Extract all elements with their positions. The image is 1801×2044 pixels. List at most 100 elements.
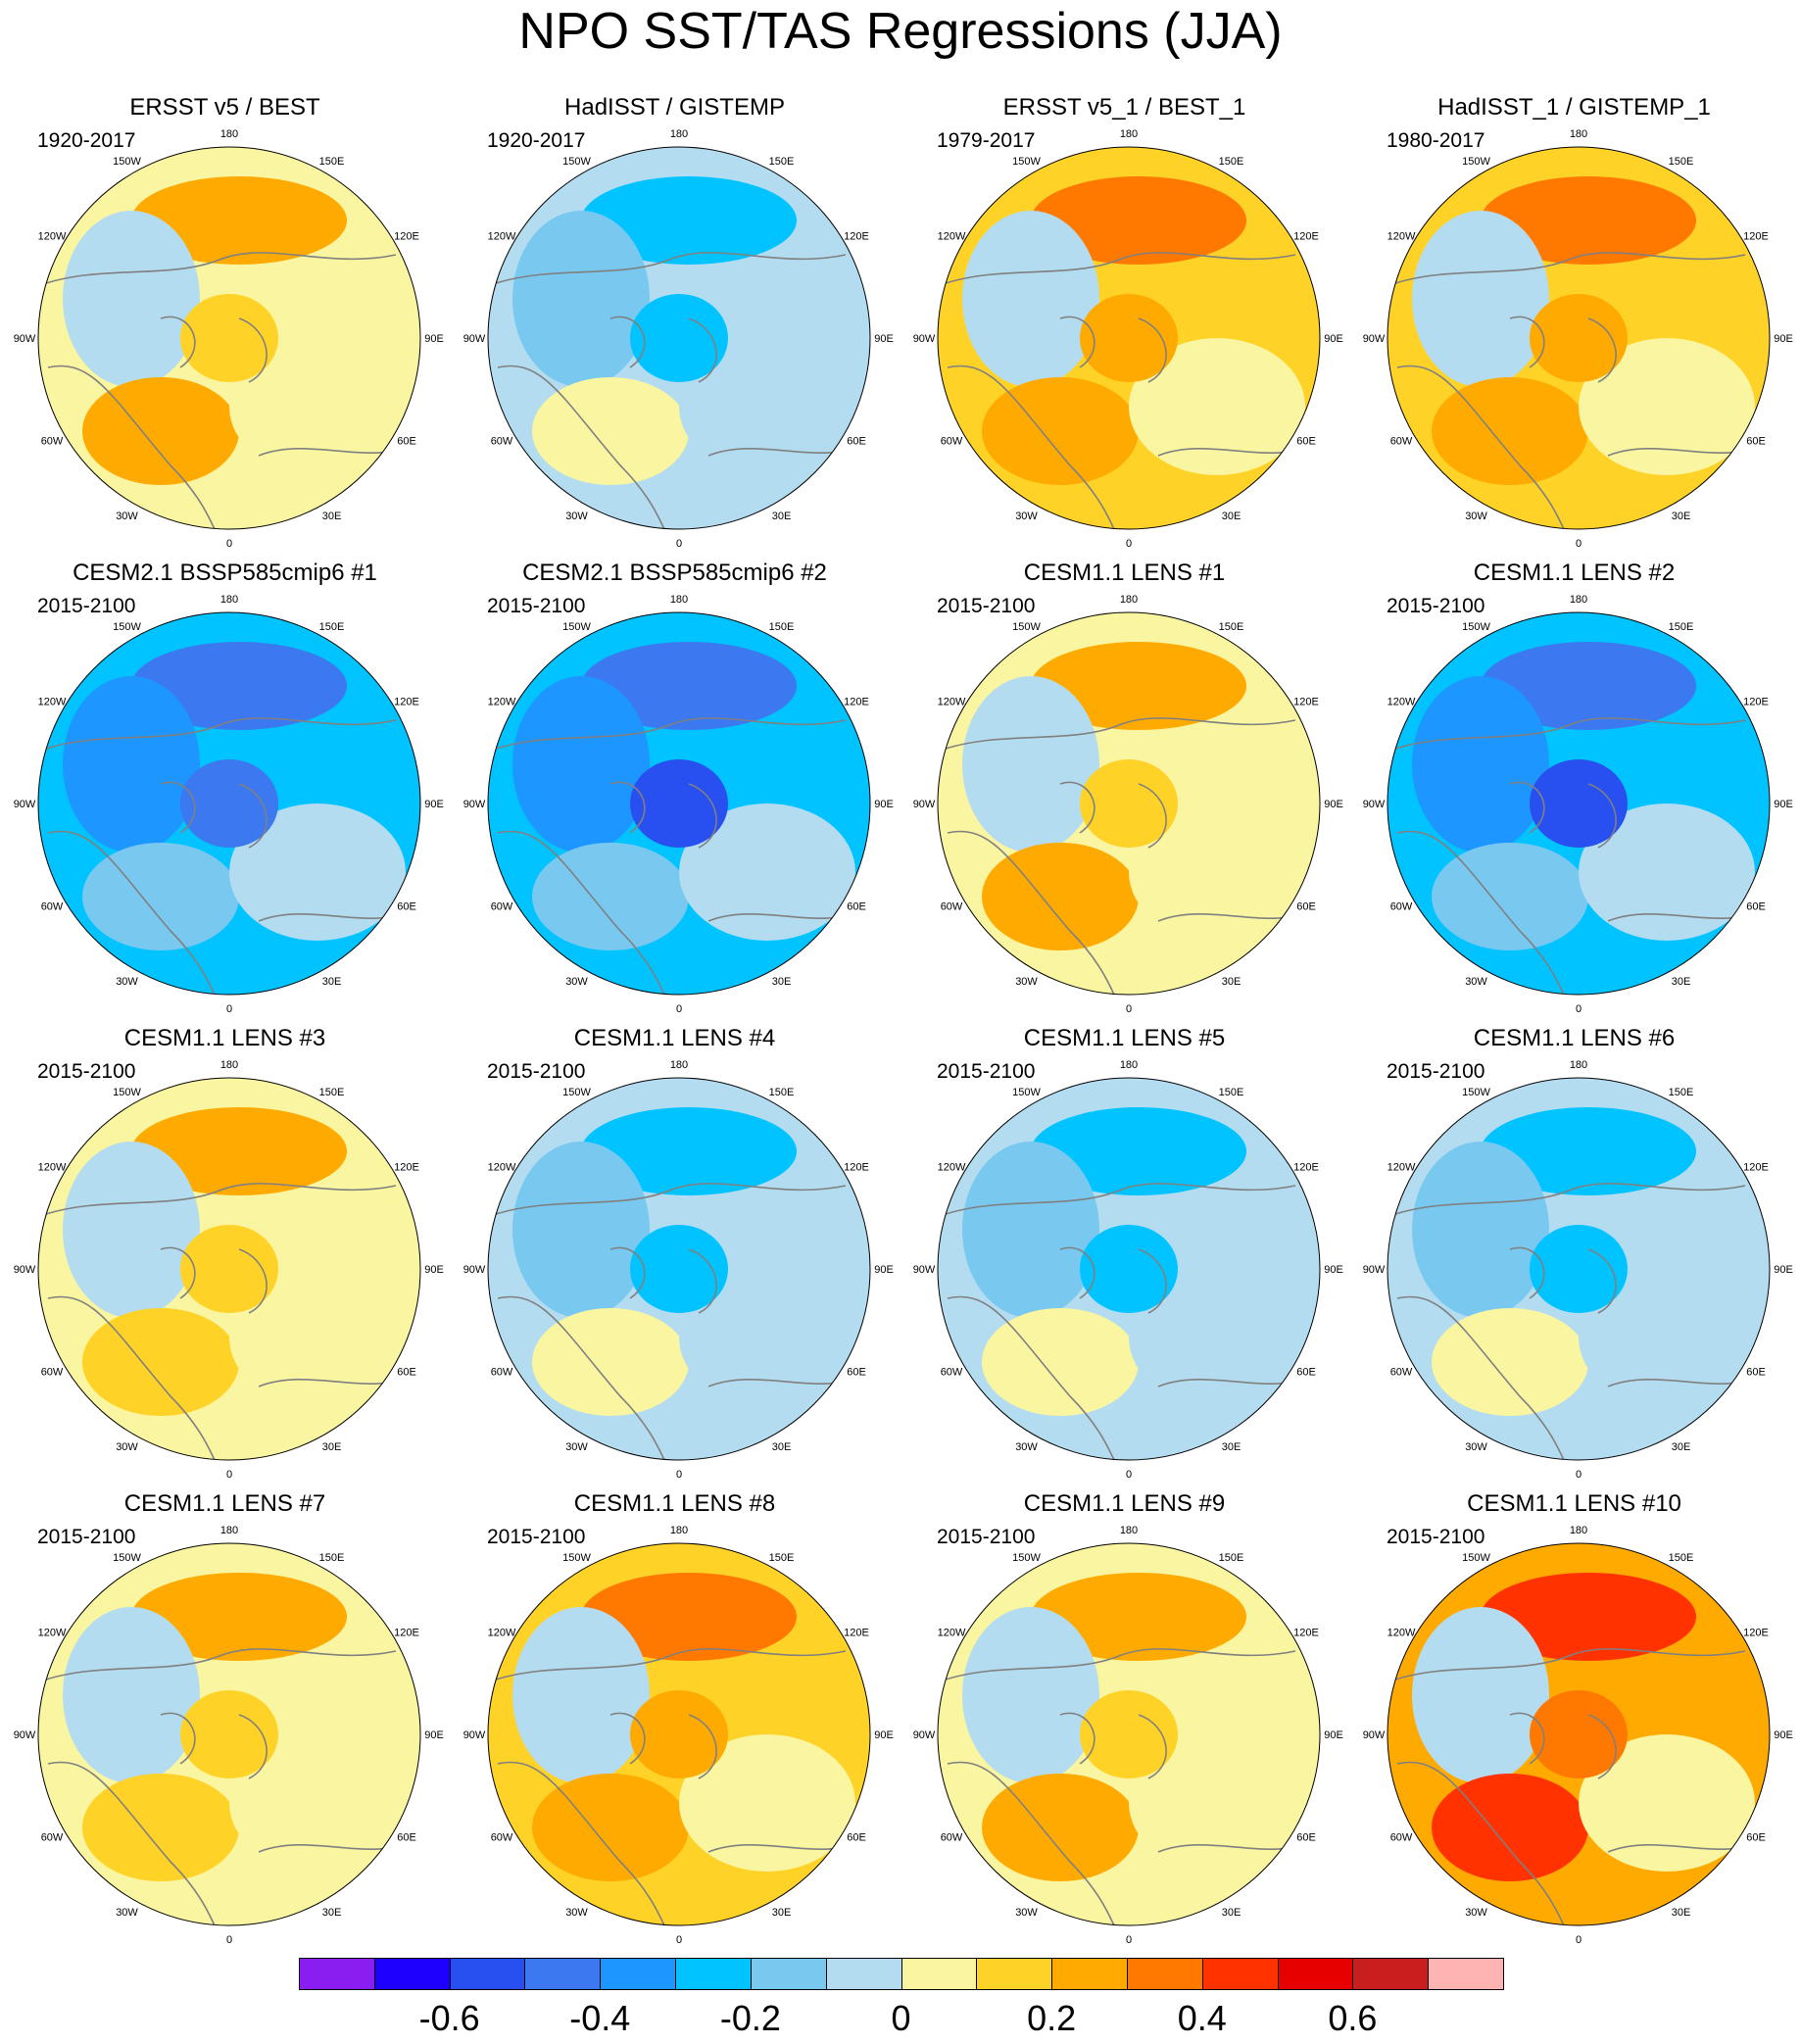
- colorbar-swatch: [1126, 1958, 1203, 1990]
- longitude-label: 150W: [113, 156, 141, 168]
- anomaly-region: [229, 1734, 406, 1872]
- longitude-label: 150E: [1219, 1552, 1244, 1564]
- longitude-label: 150W: [1012, 621, 1041, 633]
- longitude-label: 90E: [874, 799, 894, 810]
- anomaly-region: [180, 1225, 278, 1313]
- longitude-label: 60E: [397, 1367, 416, 1379]
- longitude-label: 120W: [938, 1162, 966, 1174]
- coastline: [42, 1183, 412, 1460]
- longitude-label: 150W: [1462, 1087, 1490, 1098]
- colorbar-swatch: [1201, 1958, 1279, 1990]
- period-label: 2015-2100: [487, 1526, 586, 1548]
- colorbar-swatch: [1352, 1958, 1430, 1990]
- longitude-label: 60E: [847, 1367, 866, 1379]
- coastline: [1391, 1648, 1761, 1925]
- panel-title: CESM1.1 LENS #6: [1473, 1025, 1676, 1051]
- anomaly-region: [131, 1573, 347, 1661]
- colorbar-tick-label: 0.4: [1177, 1998, 1227, 2038]
- longitude-label: 120E: [1743, 1162, 1769, 1174]
- anomaly-region: [229, 803, 406, 941]
- panel-title: CESM1.1 LENS #7: [123, 1490, 326, 1517]
- anomaly-region: [1412, 676, 1549, 852]
- colorbar-tick-label: -0.6: [418, 1998, 480, 2038]
- anomaly-region: [1481, 642, 1696, 730]
- longitude-label: 0: [1576, 1003, 1582, 1015]
- anomaly-region: [63, 676, 200, 852]
- colorbar-tick-label: 0.6: [1328, 1998, 1378, 2038]
- longitude-label: 90W: [14, 333, 36, 345]
- anomaly-region: [1432, 377, 1588, 485]
- anomaly-region: [532, 1774, 689, 1881]
- anomaly-region: [679, 1734, 855, 1872]
- longitude-label: 150E: [319, 156, 345, 168]
- longitude-label: 150E: [1669, 1552, 1694, 1564]
- polar-map: 180 150E 120E 90E 60E 30E 0 30W 60W 90W 120W 150W: [463, 128, 894, 550]
- longitude-label: 90E: [1324, 1729, 1343, 1741]
- anomaly-region: [1031, 1573, 1246, 1661]
- longitude-label: 30E: [1672, 976, 1691, 988]
- period-label: 2015-2100: [487, 1060, 586, 1083]
- colorbar-swatch: [1428, 1958, 1504, 1990]
- longitude-label: 0: [1126, 1003, 1132, 1015]
- anomaly-region: [512, 1142, 650, 1318]
- longitude-label: 90W: [463, 1264, 486, 1276]
- longitude-label: 120E: [1743, 697, 1769, 708]
- polar-map: 180 150E 120E 90E 60E 30E 0 30W 60W 90W 120W 150W: [1363, 1525, 1793, 1946]
- anomaly-region: [180, 294, 278, 382]
- longitude-label: 0: [226, 538, 232, 550]
- longitude-label: 150E: [769, 156, 795, 168]
- longitude-label: 120W: [488, 1162, 516, 1174]
- longitude-label: 30W: [116, 1907, 138, 1919]
- panel-title: CESM2.1 BSSP585cmip6 #1: [73, 560, 377, 586]
- colorbar-swatch: [825, 1958, 902, 1990]
- longitude-label: 150W: [562, 621, 591, 633]
- longitude-label: 150W: [562, 1087, 591, 1098]
- longitude-label: 150E: [319, 1552, 345, 1564]
- longitude-label: 120W: [1387, 697, 1416, 708]
- longitude-label: 90W: [1363, 333, 1386, 345]
- longitude-label: 0: [1126, 1469, 1132, 1481]
- longitude-label: 90W: [463, 1729, 486, 1741]
- longitude-label: 120W: [1387, 1162, 1416, 1174]
- anomaly-region: [1579, 1269, 1755, 1406]
- longitude-label: 120E: [394, 1628, 419, 1639]
- anomaly-region: [630, 1225, 728, 1313]
- longitude-label: 120E: [1293, 231, 1319, 243]
- anomaly-region: [581, 1573, 797, 1661]
- anomaly-region: [532, 843, 689, 950]
- polar-map: 180 150E 120E 90E 60E 30E 0 30W 60W 90W 120W 150W: [14, 128, 444, 550]
- longitude-label: 90W: [1363, 799, 1386, 810]
- polar-map: 180 150E 120E 90E 60E 30E 0 30W 60W 90W 120W 150W: [913, 1525, 1343, 1946]
- anomaly-region: [982, 843, 1139, 950]
- longitude-label: 150E: [1219, 1087, 1244, 1098]
- period-label: 2015-2100: [937, 1060, 1036, 1083]
- longitude-label: 0: [676, 1934, 682, 1946]
- period-label: 2015-2100: [487, 595, 586, 617]
- longitude-label: 90W: [1363, 1264, 1386, 1276]
- longitude-label: 120E: [1293, 697, 1319, 708]
- longitude-label: 120W: [1387, 1628, 1416, 1639]
- longitude-label: 180: [1120, 1525, 1138, 1536]
- anomaly-region: [581, 642, 797, 730]
- period-label: 2015-2100: [37, 1526, 136, 1548]
- longitude-label: 30E: [1222, 1907, 1241, 1919]
- anomaly-region: [131, 176, 347, 265]
- colorbar-swatch: [373, 1958, 451, 1990]
- longitude-label: 120E: [844, 697, 869, 708]
- map-panel: CESM1.1 LENS #6 2015-2100 180 150E 120E 90E 60…: [1349, 1024, 1799, 1489]
- map-border: [487, 1077, 871, 1461]
- longitude-label: 180: [670, 1525, 688, 1536]
- longitude-label: 60W: [491, 901, 513, 913]
- longitude-label: 120W: [488, 1628, 516, 1639]
- longitude-label: 0: [1576, 1934, 1582, 1946]
- map-panel: CESM1.1 LENS #7 2015-2100 180 150E 120E 90E 60…: [0, 1489, 450, 1955]
- coastline: [942, 252, 1311, 529]
- coastline: [492, 717, 861, 995]
- longitude-label: 90W: [913, 333, 936, 345]
- anomaly-region: [532, 1308, 689, 1416]
- longitude-label: 60W: [41, 1832, 64, 1844]
- longitude-label: 150E: [1219, 156, 1244, 168]
- coastline: [942, 1648, 1311, 1925]
- longitude-label: 120W: [488, 231, 516, 243]
- longitude-label: 0: [1126, 538, 1132, 550]
